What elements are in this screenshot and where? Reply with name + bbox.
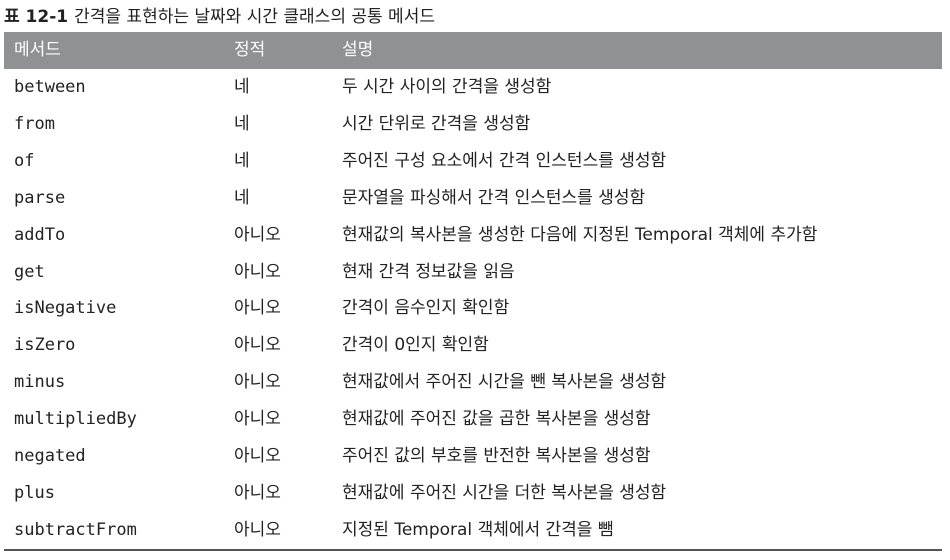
method-name: parse [14, 187, 66, 208]
table-row: isNegative 아니오 간격이 음수인지 확인함 [4, 290, 942, 327]
static-flag: 아니오 [234, 261, 281, 282]
static-flag: 아니오 [234, 335, 281, 356]
method-name: negated [14, 446, 86, 467]
static-flag: 네 [234, 113, 250, 134]
method-description: 현재값에서 주어진 시간을 뺀 복사본을 생성함 [342, 372, 667, 393]
method-name: isNegative [14, 298, 117, 319]
table-row: minus 아니오 현재값에서 주어진 시간을 뺀 복사본을 생성함 [4, 364, 942, 401]
method-description: 지정된 Temporal 객체에서 간격을 뺌 [342, 519, 614, 540]
static-flag: 네 [234, 150, 250, 171]
table-row: addTo 아니오 현재값의 복사본을 생성한 다음에 지정된 Temporal 객… [4, 217, 942, 254]
table-row: plus 아니오 현재값에 주어진 시간을 더한 복사본을 생성함 [4, 475, 942, 512]
static-flag: 아니오 [234, 482, 281, 503]
table-title: 간격을 표현하는 날짜와 시간 클래스의 공통 메서드 [74, 7, 435, 27]
table-row: of 네 주어진 구성 요소에서 간격 인스턴스를 생성함 [4, 143, 942, 180]
static-flag: 네 [234, 187, 250, 208]
table-row: from 네 시간 단위로 간격을 생성함 [4, 106, 942, 143]
method-name: minus [14, 372, 66, 393]
method-description: 시간 단위로 간격을 생성함 [342, 113, 531, 134]
table-row: multipliedBy 아니오 현재값에 주어진 값을 곱한 복사본을 생성함 [4, 401, 942, 438]
static-flag: 아니오 [234, 446, 281, 467]
static-flag: 아니오 [234, 224, 281, 245]
table-row: get 아니오 현재 간격 정보값을 읽음 [4, 254, 942, 291]
table-row: subtractFrom 아니오 지정된 Temporal 객체에서 간격을 뺌 [4, 512, 942, 549]
table-bottom-rule [4, 548, 942, 551]
method-description: 현재 간격 정보값을 읽음 [342, 261, 515, 282]
table-row: isZero 아니오 간격이 0인지 확인함 [4, 327, 942, 364]
table-caption: 표 12-1 간격을 표현하는 날짜와 시간 클래스의 공통 메서드 [4, 5, 435, 29]
method-name: get [14, 261, 45, 282]
method-description: 문자열을 파싱해서 간격 인스턴스를 생성함 [342, 187, 646, 208]
method-name: from [14, 113, 55, 134]
static-flag: 아니오 [234, 519, 281, 540]
table-number: 표 12-1 [4, 7, 69, 27]
method-description: 현재값의 복사본을 생성한 다음에 지정된 Temporal 객체에 추가함 [342, 224, 818, 245]
method-description: 주어진 값의 부호를 반전한 복사본을 생성함 [342, 446, 651, 467]
table-row: between 네 두 시간 사이의 간격을 생성함 [4, 69, 942, 106]
method-description: 간격이 음수인지 확인함 [342, 298, 510, 319]
method-description: 현재값에 주어진 값을 곱한 복사본을 생성함 [342, 409, 651, 430]
method-name: isZero [14, 335, 76, 356]
header-static: 정적 [234, 40, 266, 60]
table-body: between 네 두 시간 사이의 간격을 생성함 from 네 시간 단위로 간격을 … [4, 69, 942, 549]
method-name: subtractFrom [14, 519, 137, 540]
method-description: 두 시간 사이의 간격을 생성함 [342, 77, 552, 97]
static-flag: 아니오 [234, 298, 281, 319]
method-name: addTo [14, 224, 66, 245]
table-header: 메서드 정적 설명 [4, 32, 942, 69]
table-row: parse 네 문자열을 파싱해서 간격 인스턴스를 생성함 [4, 180, 942, 217]
method-description: 주어진 구성 요소에서 간격 인스턴스를 생성함 [342, 150, 667, 171]
methods-table: 메서드 정적 설명 between 네 두 시간 사이의 간격을 생성함 from 네 시… [4, 32, 942, 551]
method-description: 현재값에 주어진 시간을 더한 복사본을 생성함 [342, 482, 667, 503]
header-method: 메서드 [14, 40, 61, 60]
table-row: negated 아니오 주어진 값의 부호를 반전한 복사본을 생성함 [4, 438, 942, 475]
method-name: of [14, 150, 35, 171]
header-description: 설명 [342, 40, 374, 60]
static-flag: 아니오 [234, 409, 281, 430]
method-description: 간격이 0인지 확인함 [342, 335, 489, 356]
static-flag: 네 [234, 77, 250, 97]
static-flag: 아니오 [234, 372, 281, 393]
method-name: between [14, 77, 86, 97]
method-name: multipliedBy [14, 409, 137, 430]
method-name: plus [14, 482, 55, 503]
